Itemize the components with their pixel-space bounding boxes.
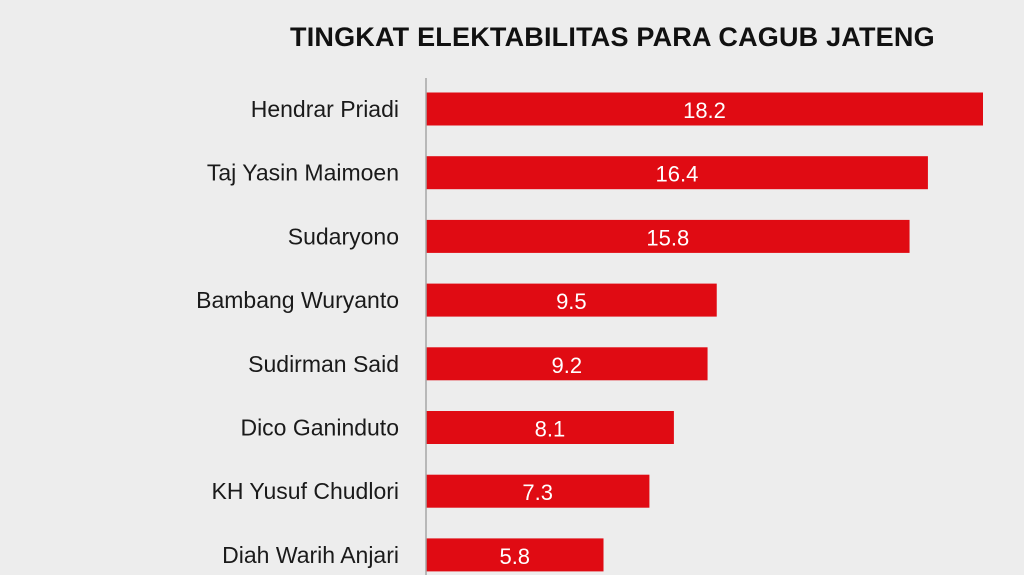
bar-value-label: 5.8 [499,544,530,569]
category-label: Sudirman Said [248,351,399,377]
category-label: Hendrar Priadi [251,96,399,122]
bar-6 [426,411,674,444]
bar-5 [426,347,708,381]
bars-group: 18.2 Hendrar Priadi 16.4 Taj Yasin Maimoen 1… [196,92,983,572]
bar-3 [426,219,910,253]
category-label: Bambang Wuryanto [196,287,399,313]
category-label: Diah Warih Anjari [222,542,399,568]
bar-value-label: 9.2 [551,353,582,378]
category-label: KH Yusuf Chudlori [211,478,399,504]
bar-value-label: 18.2 [683,98,726,123]
bar-value-label: 8.1 [535,417,566,442]
bar-value-label: 16.4 [656,162,699,187]
bar-7 [426,474,650,508]
chart-title: TINGKAT ELEKTABILITAS PARA CAGUB JATENG [290,22,935,52]
bar-value-label: 7.3 [522,480,553,505]
category-label: Sudaryono [288,223,399,249]
bar-2 [426,156,928,190]
bar-value-label: 15.8 [646,225,689,250]
bar-8 [426,538,604,572]
bar-1 [426,92,983,126]
category-label: Taj Yasin Maimoen [207,160,399,186]
category-label: Dico Ganinduto [240,415,399,441]
bar-value-label: 9.5 [556,289,587,314]
bar-4 [426,283,717,317]
